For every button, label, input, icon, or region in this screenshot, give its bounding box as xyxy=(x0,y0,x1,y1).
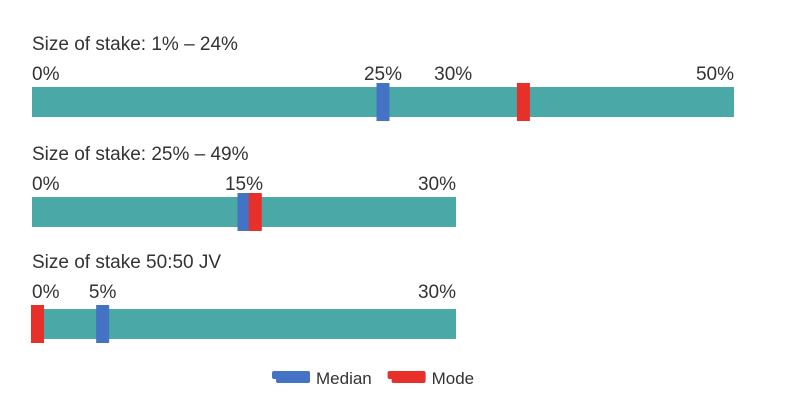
tick-label: 0% xyxy=(32,64,60,85)
chart-row: Size of stake: 1% – 24% 0% 25% 30% 50% xyxy=(32,34,734,121)
median-marker xyxy=(96,305,110,343)
tick-label: 0% xyxy=(32,174,60,195)
row-title: Size of stake: 25% – 49% xyxy=(32,144,249,165)
tick-label: 30% xyxy=(418,174,456,195)
tick-label: 5% xyxy=(89,282,117,303)
chart-legend: Median Mode xyxy=(272,369,474,388)
median-marker xyxy=(376,83,390,121)
tick-label: 30% xyxy=(418,282,456,303)
median-legend-label: Median xyxy=(316,369,372,388)
mode-marker xyxy=(516,83,530,121)
row-title: Size of stake: 1% – 24% xyxy=(32,34,238,55)
chart-row: Size of stake: 25% – 49% 0% 15% 30% xyxy=(32,144,456,231)
chart-row: Size of stake 50:50 JV 0% 5% 30% xyxy=(31,252,456,343)
row-title: Size of stake 50:50 JV xyxy=(32,252,221,273)
mode-marker xyxy=(31,305,44,343)
mode-marker xyxy=(248,193,262,231)
tick-label: 50% xyxy=(696,64,734,85)
tick-label: 30% xyxy=(434,64,472,85)
chart-rows: Size of stake: 1% – 24%0% 25% 30% 50%Size o… xyxy=(31,34,734,343)
range-bar xyxy=(32,309,456,339)
mode-legend-swatch-bar xyxy=(391,375,426,383)
tick-label: 0% xyxy=(32,282,60,303)
median-legend-swatch xyxy=(272,371,310,383)
mode-legend-label: Mode xyxy=(432,369,475,388)
median-legend-swatch-bar xyxy=(276,375,310,383)
mode-legend-swatch xyxy=(387,371,426,383)
tick-label: 25% xyxy=(364,64,402,85)
tick-label: 15% xyxy=(225,174,263,195)
median-marker xyxy=(237,193,251,231)
